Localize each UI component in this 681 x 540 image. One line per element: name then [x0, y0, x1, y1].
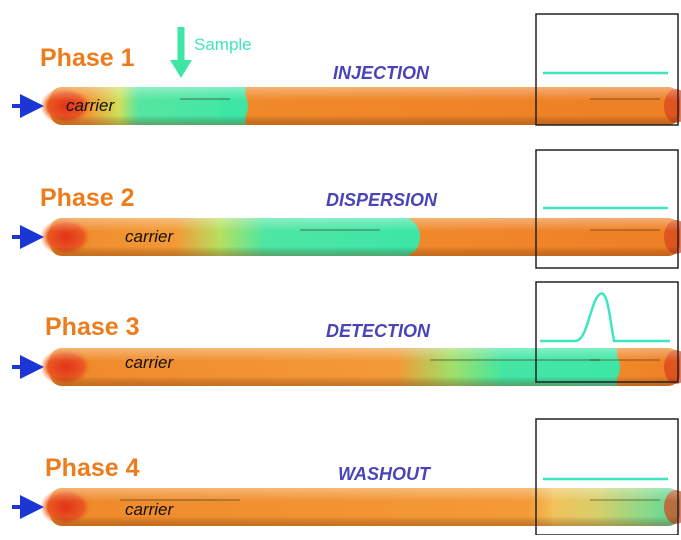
detector-box-1: [535, 13, 679, 126]
detector-box-2: [535, 149, 679, 269]
signal-peak: [540, 292, 670, 343]
stage-label-1: INJECTION: [333, 63, 430, 83]
phase-label-2: Phase 2: [40, 184, 135, 212]
carrier-label-3: carrier: [125, 353, 174, 372]
phase-label-3: Phase 3: [45, 313, 140, 341]
phase-label-4: Phase 4: [45, 454, 140, 482]
stage-label-2: DISPERSION: [326, 190, 438, 210]
sample-label: Sample: [194, 35, 252, 54]
tube-shading-4: [50, 488, 680, 526]
tube-shading-2: [50, 218, 680, 256]
stage-label-4: WASHOUT: [338, 464, 430, 484]
stage-label-3: DETECTION: [326, 321, 431, 341]
detector-box-3: [535, 281, 679, 383]
carrier-label-4: carrier: [125, 500, 174, 519]
carrier-label-2: carrier: [125, 227, 174, 246]
phase-label-1: Phase 1: [40, 44, 135, 72]
tube-shading-3: [50, 348, 680, 386]
tube-shading-1: [50, 87, 680, 125]
sample-arrow-head: [170, 60, 192, 78]
carrier-label-1: carrier: [66, 96, 115, 115]
